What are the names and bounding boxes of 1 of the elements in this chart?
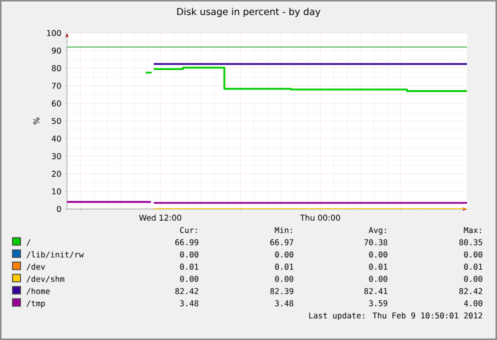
chart-title: Disk usage in percent - by day	[177, 8, 320, 17]
